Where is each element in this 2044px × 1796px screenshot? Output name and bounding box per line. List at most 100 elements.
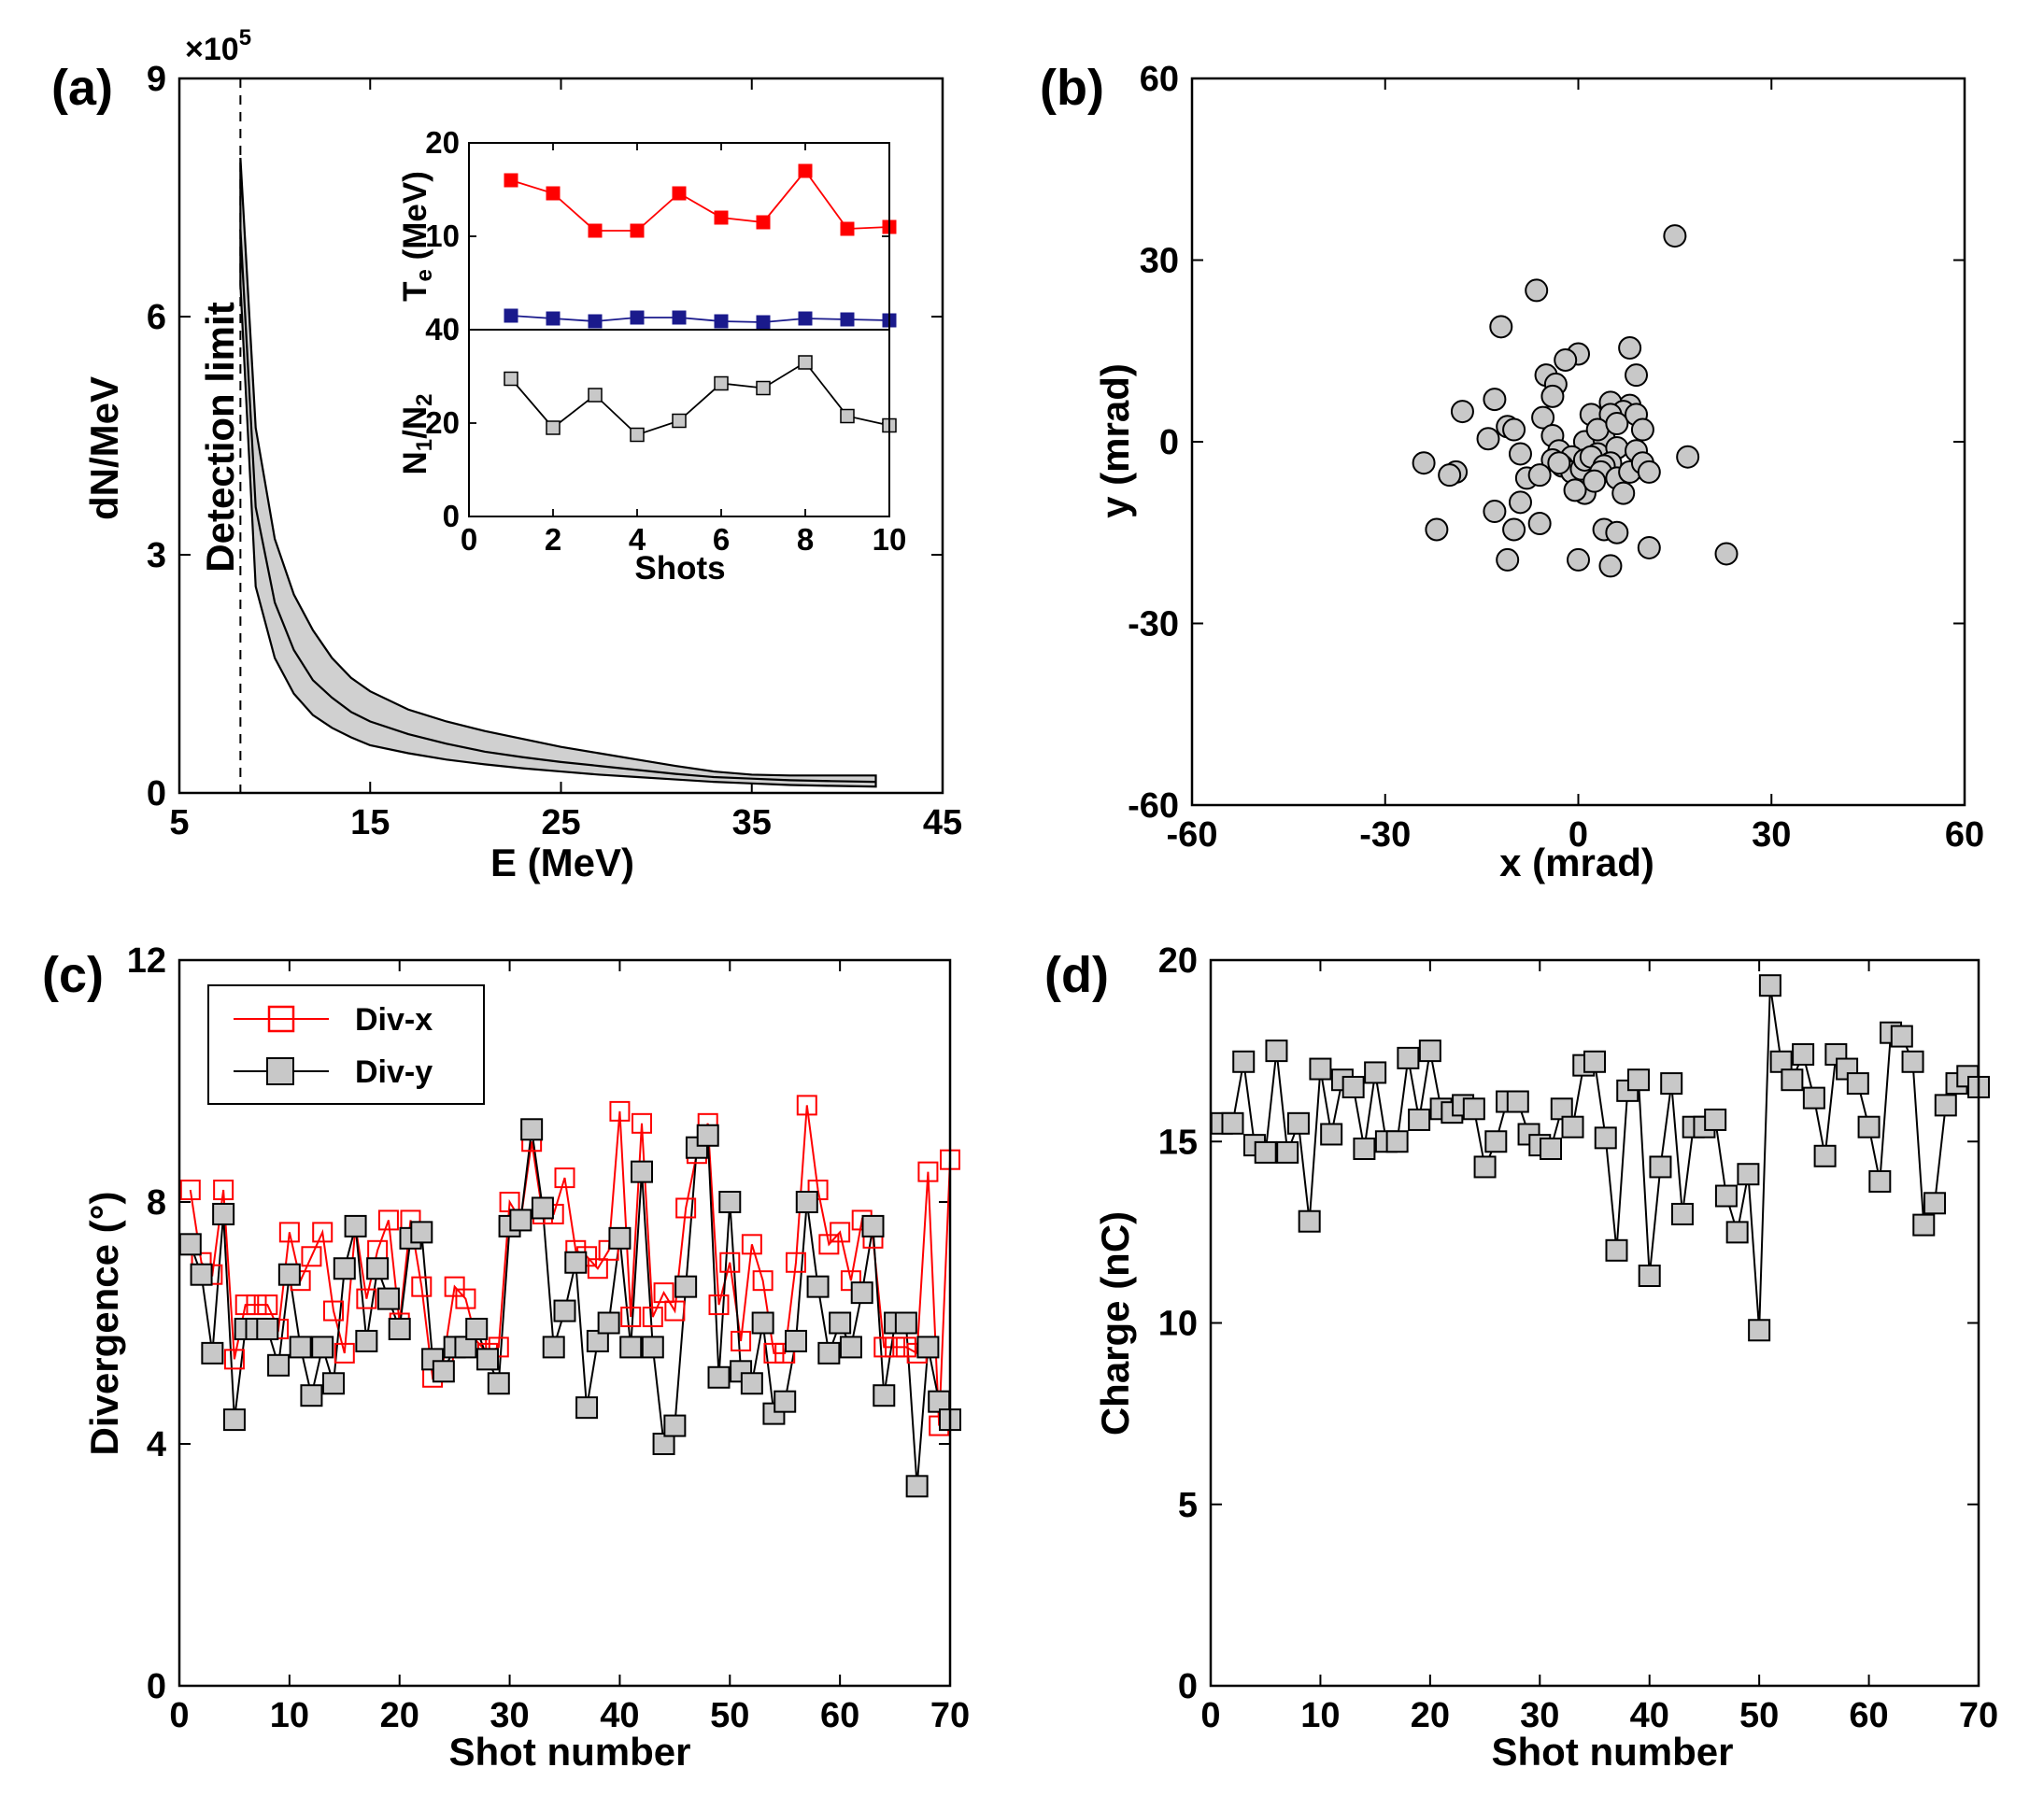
y-tick-label-0: 0 bbox=[147, 774, 166, 813]
series-point-charge bbox=[1781, 1068, 1804, 1092]
series-point-div-y bbox=[696, 1124, 719, 1147]
y-tick-label-2: 6 bbox=[147, 298, 166, 337]
inset-bottom-series-point bbox=[504, 371, 518, 387]
series-point-div-x bbox=[554, 1167, 575, 1189]
series-point-charge bbox=[1813, 1144, 1837, 1167]
series-point-charge bbox=[1540, 1138, 1563, 1161]
legend-div-y-marker bbox=[266, 1057, 294, 1085]
series-point-div-x bbox=[455, 1288, 476, 1309]
series-point-div-y bbox=[631, 1160, 653, 1183]
series-point-div-y bbox=[201, 1341, 224, 1365]
scatter-point bbox=[1483, 500, 1507, 524]
scatter-point bbox=[1450, 400, 1474, 424]
inset-top-series-0-point bbox=[630, 223, 645, 238]
series-point-div-x bbox=[257, 1294, 278, 1316]
inset-bottom-y-tick-label-2: 40 bbox=[425, 312, 460, 346]
series-point-charge bbox=[1232, 1050, 1256, 1073]
series-point-div-x bbox=[752, 1270, 774, 1292]
series-point-div-x bbox=[234, 1294, 256, 1316]
scatter-point bbox=[1527, 512, 1552, 536]
x-tick-label-2: 0 bbox=[1568, 815, 1588, 855]
series-point-div-y bbox=[894, 1311, 917, 1335]
series-point-charge bbox=[1758, 974, 1781, 997]
scatter-point bbox=[1676, 445, 1700, 469]
series-point-charge bbox=[1670, 1202, 1694, 1225]
scatter-point bbox=[1605, 412, 1629, 436]
series-point-div-y bbox=[376, 1287, 400, 1310]
series-point-charge bbox=[1221, 1111, 1244, 1135]
series-point-div-y bbox=[564, 1251, 588, 1274]
series-point-div-x bbox=[895, 1336, 916, 1358]
series-point-div-y bbox=[388, 1317, 411, 1340]
y-tick-label-0: 0 bbox=[1178, 1667, 1198, 1706]
scatter-point bbox=[1585, 417, 1610, 442]
scatter-point bbox=[1598, 554, 1623, 578]
scatter-point bbox=[1714, 542, 1739, 566]
series-point-div-y bbox=[322, 1372, 345, 1395]
series-point-div-x bbox=[763, 1342, 785, 1364]
series-point-div-y bbox=[465, 1317, 489, 1340]
series-point-charge bbox=[1725, 1221, 1749, 1244]
scatter-point bbox=[1547, 451, 1571, 475]
series-point-charge bbox=[1561, 1115, 1584, 1138]
series-point-div-y bbox=[597, 1311, 620, 1335]
series-point-div-x bbox=[609, 1100, 631, 1122]
series-point-div-y bbox=[861, 1214, 885, 1237]
y-tick-label-1: 3 bbox=[147, 536, 166, 575]
series-point-charge bbox=[1408, 1108, 1431, 1131]
panel-d-ylabel: Charge (nC) bbox=[1093, 1211, 1137, 1435]
series-point-div-y bbox=[663, 1414, 687, 1437]
x-tick-label-0: 0 bbox=[1200, 1696, 1220, 1735]
scatter-point bbox=[1611, 481, 1636, 505]
panel-a-inset: Te (MeV) N1/N2 Shots 0 2 4 6 8 10 0 10 20 0 20 40 bbox=[397, 125, 906, 587]
inset-top-y-tick-label-2: 20 bbox=[425, 125, 460, 160]
series-point-div-x bbox=[731, 1330, 752, 1351]
series-point-div-y bbox=[366, 1257, 390, 1280]
legend-div-y-label: Div-y bbox=[355, 1054, 433, 1090]
panel-a-spectrum: (a) ×105 dN/MeV E (MeV) Detection limit … bbox=[51, 25, 962, 884]
series-point-div-y bbox=[487, 1372, 510, 1395]
series-point-charge bbox=[1912, 1213, 1936, 1237]
scatter-point bbox=[1637, 535, 1661, 559]
series-point-div-x bbox=[223, 1349, 245, 1370]
series-point-charge bbox=[1320, 1123, 1343, 1146]
series-point-div-y bbox=[751, 1311, 774, 1335]
panel-d-charge: (d) Charge (nC) Shot number 0 10 20 30 40 50 6… bbox=[1044, 941, 1998, 1774]
series-point-charge bbox=[1704, 1108, 1727, 1131]
series-point-div-x bbox=[818, 1234, 840, 1255]
scatter-point bbox=[1502, 417, 1526, 442]
x-tick-label-4: 40 bbox=[600, 1696, 639, 1735]
inset-bottom-series-point bbox=[672, 413, 687, 429]
series-point-div-x bbox=[312, 1222, 334, 1243]
inset-bottom-series-point bbox=[588, 388, 603, 403]
inset-bottom-series-point bbox=[798, 355, 813, 370]
series-point-charge bbox=[1286, 1111, 1310, 1135]
inset-bottom-ylabel: N1/N2 bbox=[397, 394, 437, 475]
x-tick-label-7: 70 bbox=[930, 1696, 970, 1735]
series-point-div-x bbox=[301, 1246, 322, 1267]
series-point-charge bbox=[1626, 1068, 1650, 1092]
inset-top-series-0-point bbox=[798, 163, 813, 178]
series-point-div-y bbox=[212, 1202, 235, 1225]
y-tick-label-4: 20 bbox=[1158, 941, 1198, 981]
series-point-div-y bbox=[267, 1353, 291, 1377]
series-point-div-y bbox=[531, 1196, 554, 1220]
series-point-div-x bbox=[885, 1336, 906, 1358]
inset-bottom-series-point bbox=[840, 408, 855, 424]
scatter-point bbox=[1625, 363, 1649, 388]
x-tick-label-2: 25 bbox=[541, 803, 580, 842]
series-point-charge bbox=[1714, 1184, 1738, 1208]
series-point-div-x bbox=[796, 1095, 817, 1116]
series-point-charge bbox=[1901, 1050, 1924, 1073]
x-tick-label-0: 5 bbox=[169, 803, 189, 842]
scatter-point bbox=[1438, 463, 1462, 488]
series-point-div-y bbox=[289, 1336, 312, 1359]
y-tick-label-1: 4 bbox=[147, 1425, 166, 1464]
series-point-charge bbox=[1341, 1075, 1365, 1098]
scatter-point bbox=[1425, 517, 1449, 542]
series-point-charge bbox=[1265, 1039, 1288, 1063]
x-tick-label-0: 0 bbox=[169, 1696, 189, 1735]
x-tick-label-3: 30 bbox=[1520, 1696, 1559, 1735]
x-tick-label-4: 60 bbox=[1945, 815, 1984, 855]
